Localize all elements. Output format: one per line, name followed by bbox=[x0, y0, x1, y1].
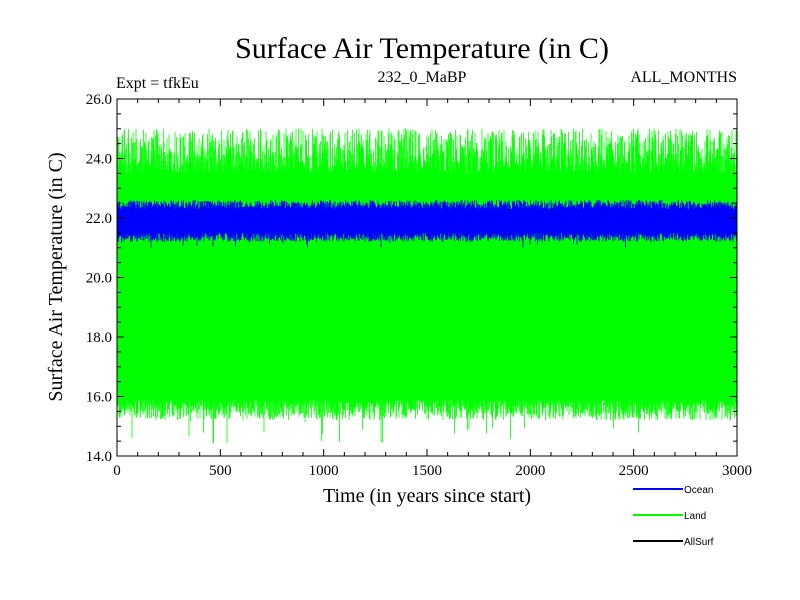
legend-label-ocean: Ocean bbox=[684, 485, 713, 496]
series-land bbox=[117, 128, 737, 444]
y-tick-label: 22.0 bbox=[86, 211, 112, 227]
y-axis-label: Surface Air Temperature (in C) bbox=[45, 152, 67, 401]
y-tick-label: 20.0 bbox=[86, 271, 112, 287]
y-tick-label: 14.0 bbox=[86, 449, 112, 465]
series-line-land bbox=[117, 128, 737, 444]
y-tick-label: 16.0 bbox=[86, 390, 112, 406]
experiment-label: Expt = tfkEu bbox=[116, 75, 199, 92]
months-label: ALL_MONTHS bbox=[630, 69, 737, 86]
series-line-ocean bbox=[117, 200, 737, 248]
x-axis-label: Time (in years since start) bbox=[323, 485, 531, 507]
y-tick-label: 24.0 bbox=[86, 152, 112, 168]
x-tick-label: 0 bbox=[113, 463, 121, 479]
y-tick-label: 26.0 bbox=[86, 92, 112, 108]
legend-label-allsurf: AllSurf bbox=[684, 537, 714, 548]
x-tick-label: 2000 bbox=[515, 463, 545, 479]
x-tick-label: 1500 bbox=[412, 463, 442, 479]
y-tick-label: 18.0 bbox=[86, 330, 112, 346]
series-group bbox=[117, 128, 737, 444]
x-tick-label: 3000 bbox=[722, 463, 752, 479]
x-tick-label: 2500 bbox=[619, 463, 649, 479]
legend-label-land: Land bbox=[684, 511, 706, 522]
chart-title: Surface Air Temperature (in C) bbox=[235, 32, 609, 65]
legend: Ocean Land AllSurf bbox=[633, 485, 714, 548]
period-label: 232_0_MaBP bbox=[378, 69, 467, 86]
x-tick-label: 1000 bbox=[309, 463, 339, 479]
series-ocean bbox=[117, 200, 737, 248]
axis-ticks: 0 500 1000 1500 2000 2500 3000 14.0 16.0 18.0 20.0… bbox=[86, 92, 752, 479]
plot-series-layer bbox=[117, 128, 737, 444]
x-tick-label: 500 bbox=[209, 463, 232, 479]
